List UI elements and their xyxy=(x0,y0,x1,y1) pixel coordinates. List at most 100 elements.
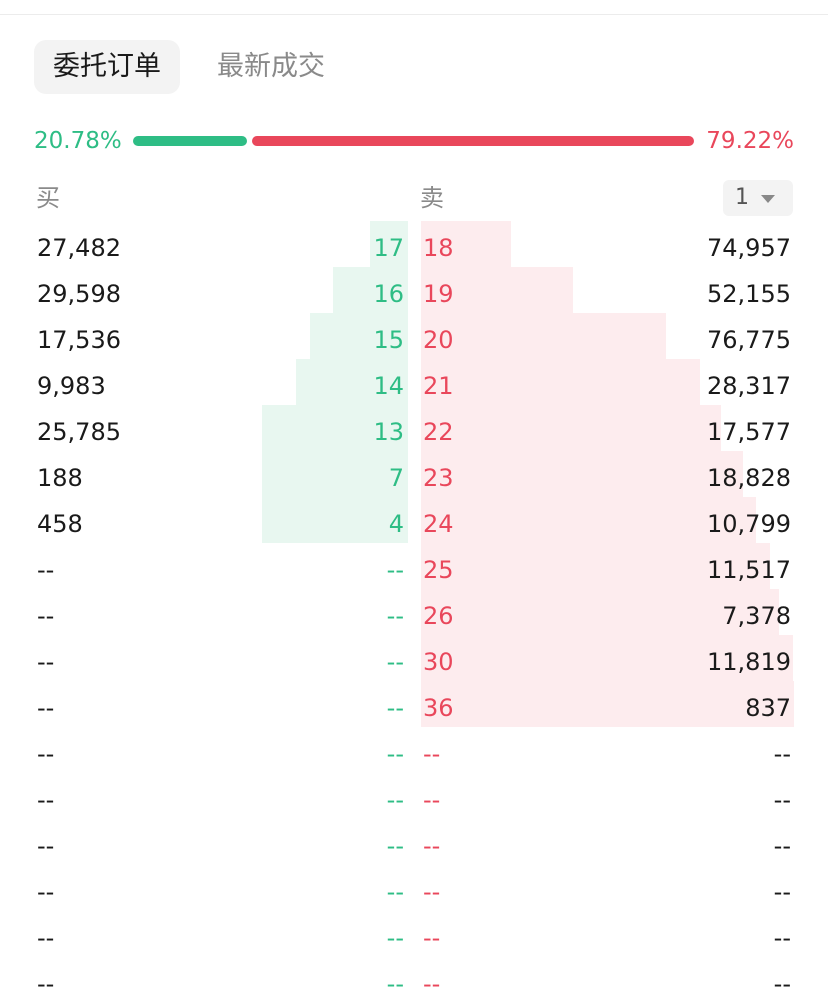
orderbook-row[interactable]: 188 7 23 18,828 xyxy=(0,455,828,501)
buy-quantity: -- xyxy=(37,740,55,768)
buy-price: -- xyxy=(386,556,404,584)
sell-quantity: -- xyxy=(773,924,791,952)
tab-bar: 委托订单 最新成交 xyxy=(34,40,344,94)
orderbook-row[interactable]: 27,482 17 18 74,957 xyxy=(0,225,828,271)
buy-depth-bar xyxy=(296,359,408,405)
sell-depth-bar xyxy=(421,681,794,727)
tab-latest-trades[interactable]: 最新成交 xyxy=(217,51,325,82)
sell-price: 19 xyxy=(423,280,454,308)
orderbook-row[interactable]: 17,536 15 20 76,775 xyxy=(0,317,828,363)
buy-price: 17 xyxy=(373,234,404,262)
sell-quantity: -- xyxy=(773,832,791,860)
buy-depth-bar xyxy=(309,313,408,359)
sell-price: 23 xyxy=(423,464,454,492)
buy-ratio-percent: 20.78% xyxy=(34,128,122,154)
sell-price: 26 xyxy=(423,602,454,630)
buy-column-header: 买 xyxy=(36,184,60,212)
buy-depth-bar xyxy=(262,451,408,497)
buy-depth-bar xyxy=(262,405,408,451)
sell-price: -- xyxy=(423,740,441,768)
sell-quantity: -- xyxy=(773,786,791,814)
orderbook-row[interactable]: 25,785 13 22 17,577 xyxy=(0,409,828,455)
sell-quantity: 52,155 xyxy=(707,280,791,308)
buy-quantity: -- xyxy=(37,786,55,814)
sell-price: 22 xyxy=(423,418,454,446)
buy-price: -- xyxy=(386,602,404,630)
buy-quantity: 29,598 xyxy=(37,280,121,308)
orderbook-row[interactable]: -- -- 36 837 xyxy=(0,685,828,731)
buy-price: -- xyxy=(386,648,404,676)
sell-quantity: 10,799 xyxy=(707,510,791,538)
buy-sell-ratio: 20.78% 79.22% xyxy=(34,124,794,158)
buy-quantity: 458 xyxy=(37,510,83,538)
buy-price: 16 xyxy=(373,280,404,308)
sell-depth-bar xyxy=(421,589,779,635)
orderbook-row[interactable]: 458 4 24 10,799 xyxy=(0,501,828,547)
sell-price: 36 xyxy=(423,694,454,722)
buy-price: 4 xyxy=(388,510,404,538)
buy-price: -- xyxy=(386,786,404,814)
sell-column-header: 卖 xyxy=(420,184,444,212)
buy-quantity: 9,983 xyxy=(37,372,106,400)
sell-quantity: 76,775 xyxy=(707,326,791,354)
buy-quantity: 27,482 xyxy=(37,234,121,262)
orderbook-row[interactable]: -- -- 25 11,517 xyxy=(0,547,828,593)
orderbook-row[interactable]: -- -- -- -- xyxy=(0,731,828,777)
sell-depth-bar xyxy=(421,267,574,313)
sell-depth-bar xyxy=(421,451,744,497)
sell-price: -- xyxy=(423,970,441,998)
buy-quantity: -- xyxy=(37,602,55,630)
sell-quantity: 18,828 xyxy=(707,464,791,492)
buy-price: 14 xyxy=(373,372,404,400)
sell-quantity: 837 xyxy=(745,694,791,722)
buy-depth-bar xyxy=(261,497,408,543)
orderbook-row[interactable]: -- -- -- -- xyxy=(0,915,828,961)
sell-price: -- xyxy=(423,878,441,906)
orderbook-row[interactable]: -- -- -- -- xyxy=(0,777,828,823)
buy-depth-bar xyxy=(332,267,408,313)
sell-price: 18 xyxy=(423,234,454,262)
sell-quantity: 11,819 xyxy=(707,648,791,676)
sell-depth-bar xyxy=(421,635,793,681)
buy-quantity: 25,785 xyxy=(37,418,121,446)
orderbook-row[interactable]: -- -- 26 7,378 xyxy=(0,593,828,639)
sell-price: 24 xyxy=(423,510,454,538)
buy-price: 7 xyxy=(388,464,404,492)
buy-quantity: -- xyxy=(37,694,55,722)
buy-price: 15 xyxy=(373,326,404,354)
orderbook-row[interactable]: -- -- -- -- xyxy=(0,961,828,1007)
sell-price: 21 xyxy=(423,372,454,400)
sell-quantity: 74,957 xyxy=(707,234,791,262)
orderbook-row[interactable]: -- -- -- -- xyxy=(0,823,828,869)
orderbook-row[interactable]: -- -- 30 11,819 xyxy=(0,639,828,685)
buy-price: -- xyxy=(386,694,404,722)
sell-depth-bar xyxy=(421,543,770,589)
buy-quantity: -- xyxy=(37,556,55,584)
sell-price: 25 xyxy=(423,556,454,584)
precision-value: 1 xyxy=(735,185,749,210)
precision-selector[interactable]: 1 xyxy=(723,180,793,216)
top-divider xyxy=(0,14,828,15)
sell-quantity: 7,378 xyxy=(722,602,791,630)
buy-depth-bar xyxy=(370,221,408,267)
buy-price: -- xyxy=(386,740,404,768)
sell-price: -- xyxy=(423,786,441,814)
sell-quantity: 11,517 xyxy=(707,556,791,584)
buy-price: -- xyxy=(386,878,404,906)
buy-quantity: -- xyxy=(37,832,55,860)
sell-depth-bar xyxy=(421,497,757,543)
sell-quantity: 28,317 xyxy=(707,372,791,400)
buy-quantity: -- xyxy=(37,648,55,676)
orderbook-row[interactable]: 9,983 14 21 28,317 xyxy=(0,363,828,409)
orderbook-row[interactable]: -- -- -- -- xyxy=(0,869,828,915)
sell-quantity: 17,577 xyxy=(707,418,791,446)
orderbook-row[interactable]: 29,598 16 19 52,155 xyxy=(0,271,828,317)
caret-down-icon xyxy=(761,195,775,203)
buy-price: -- xyxy=(386,970,404,998)
buy-quantity: -- xyxy=(37,970,55,998)
sell-price: -- xyxy=(423,832,441,860)
sell-ratio-bar xyxy=(252,136,694,146)
sell-depth-bar xyxy=(421,221,511,267)
buy-price: -- xyxy=(386,832,404,860)
tab-open-orders[interactable]: 委托订单 xyxy=(34,40,180,94)
